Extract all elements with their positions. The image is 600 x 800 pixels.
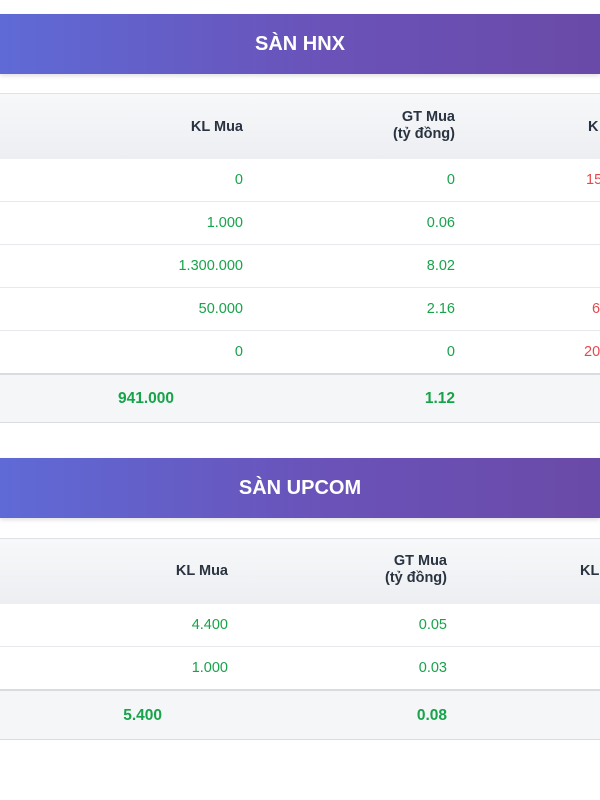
hnx-col-kl-mua[interactable]: KL Mua	[190, 119, 243, 135]
table-row[interactable]: 4.400 0.05	[0, 604, 600, 647]
kl-mua-cell: 1.300.000	[178, 258, 243, 274]
hnx-title: SÀN HNX	[254, 33, 345, 55]
table-row[interactable]: 1.000 0.03	[0, 647, 600, 690]
kl-mua-cell: 1.000	[206, 215, 243, 231]
hnx-col-cut[interactable]: K	[588, 119, 599, 135]
hnx-table-header: KL Mua GT Mua (tỷ đồng) K	[0, 93, 600, 161]
hnx-total-row: 941.000 1.12	[0, 373, 600, 423]
hnx-col-gt-mua[interactable]: GT Mua (tỷ đồng)	[392, 109, 455, 142]
total-gt-mua: 1.12	[424, 390, 455, 407]
table-row[interactable]: 1.300.000 8.02	[0, 245, 600, 288]
gt-mua-cell: 0.05	[418, 617, 447, 633]
upcom-section-header: SÀN UPCOM	[0, 458, 600, 518]
kl-mua-cell: 1.000	[191, 660, 228, 676]
hnx-section-header: SÀN HNX	[0, 14, 600, 74]
upcom-col-kl-mua[interactable]: KL Mua	[175, 563, 228, 579]
table-row[interactable]: 0 0 15	[0, 159, 600, 202]
cut-cell: 6	[592, 301, 600, 317]
gt-mua-cell: 2.16	[426, 301, 455, 317]
hnx-table: KL Mua GT Mua (tỷ đồng) K 0 0 15 1.000 0…	[0, 93, 600, 423]
table-row[interactable]: 1.000 0.06	[0, 202, 600, 245]
cut-cell: 20	[584, 344, 600, 360]
gt-mua-cell: 0.03	[418, 660, 447, 676]
kl-mua-cell: 50.000	[198, 301, 243, 317]
gt-mua-cell: 8.02	[426, 258, 455, 274]
table-row[interactable]: 0 0 20	[0, 331, 600, 374]
cut-cell: 15	[586, 172, 600, 188]
kl-mua-cell: 0	[234, 344, 243, 360]
gt-mua-cell: 0.06	[426, 215, 455, 231]
kl-mua-cell: 4.400	[191, 617, 228, 633]
total-gt-mua: 0.08	[416, 707, 447, 724]
upcom-col-gt-mua[interactable]: GT Mua (tỷ đồng)	[384, 553, 447, 586]
upcom-total-row: 5.400 0.08	[0, 689, 600, 740]
table-row[interactable]: 50.000 2.16 6	[0, 288, 600, 331]
gt-mua-cell: 0	[446, 172, 455, 188]
gt-mua-cell: 0	[446, 344, 455, 360]
total-kl-mua: 941.000	[117, 390, 174, 407]
total-kl-mua: 5.400	[123, 707, 162, 724]
upcom-table: KL Mua GT Mua (tỷ đồng) KL 4.400 0.05 1.…	[0, 538, 600, 743]
upcom-col-cut[interactable]: KL	[580, 563, 600, 579]
upcom-table-header: KL Mua GT Mua (tỷ đồng) KL	[0, 538, 600, 606]
upcom-title: SÀN UPCOM	[238, 477, 362, 499]
kl-mua-cell: 0	[234, 172, 243, 188]
